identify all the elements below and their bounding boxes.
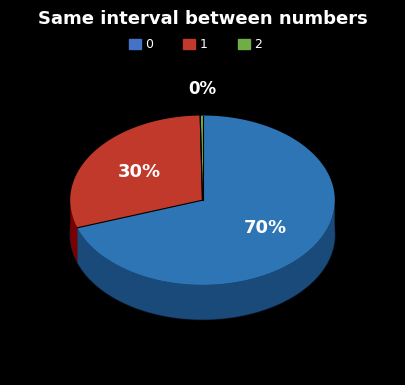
Text: 30%: 30% <box>118 163 161 181</box>
Bar <box>237 40 250 49</box>
Text: 0: 0 <box>145 38 153 51</box>
Ellipse shape <box>70 150 335 320</box>
Text: Same interval between numbers: Same interval between numbers <box>38 10 367 28</box>
Text: 2: 2 <box>254 38 262 51</box>
Text: 1: 1 <box>199 38 207 51</box>
Polygon shape <box>200 116 202 200</box>
Polygon shape <box>77 196 335 320</box>
Bar <box>128 40 141 49</box>
Polygon shape <box>70 116 202 228</box>
Polygon shape <box>77 200 202 263</box>
Text: 0%: 0% <box>188 80 217 97</box>
Text: 70%: 70% <box>244 219 287 238</box>
Polygon shape <box>70 196 77 263</box>
Polygon shape <box>77 116 335 285</box>
Bar <box>183 40 196 49</box>
